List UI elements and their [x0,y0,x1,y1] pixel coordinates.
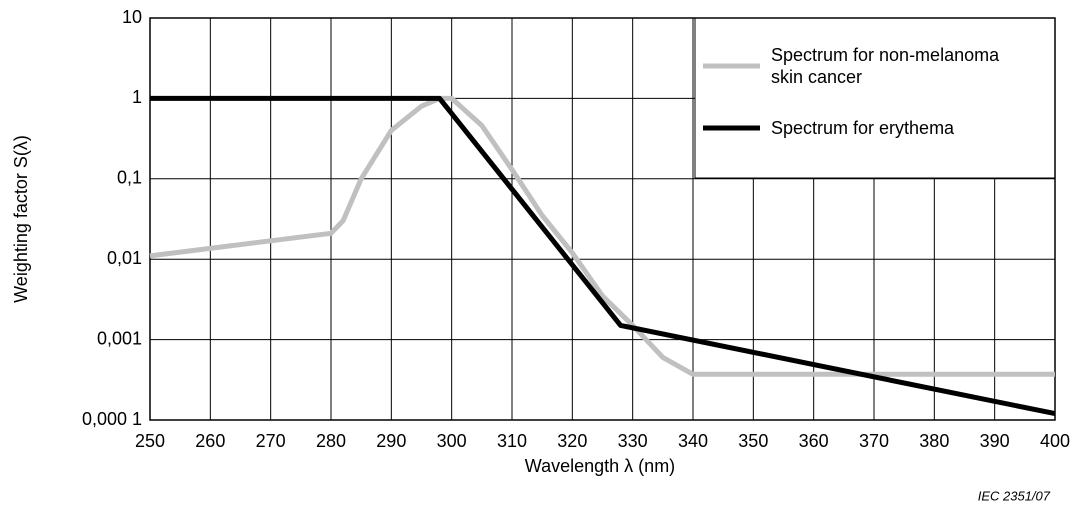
x-tick-label: 370 [859,431,889,451]
legend-label: Spectrum for non-melanoma skin cancer [771,45,1000,87]
y-axis-label: Weighting factor S(λ) [11,135,31,303]
x-tick-label: 390 [980,431,1010,451]
plot-frame [149,17,1056,421]
x-tick-label: 380 [919,431,949,451]
y-tick-label: 0,000 1 [82,409,142,429]
x-axis-label: Wavelength λ (nm) [525,456,675,476]
y-tick-label: 1 [132,87,142,107]
x-tick-label: 290 [376,431,406,451]
y-tick-label: 10 [122,7,142,27]
series-line [150,95,1056,417]
x-tick-label: 270 [256,431,286,451]
y-tick-label: 0,1 [117,168,142,188]
series-line [149,95,1055,377]
x-tick-label: 330 [618,431,648,451]
x-tick-label: 350 [738,431,768,451]
legend-box [694,17,1056,179]
x-tick-label: 340 [678,431,708,451]
y-tick-label: 0,01 [107,248,142,268]
x-tick-label: 360 [799,431,829,451]
x-tick-label: 260 [195,431,225,451]
x-tick-label: 320 [557,431,587,451]
legend-item: Spectrum for erythema [771,118,955,138]
x-tick-label: 310 [497,431,527,451]
x-tick-label: 300 [437,431,467,451]
x-tick-label: 250 [135,431,165,451]
legend-label: Spectrum for erythema [771,118,955,138]
footnote: IEC 2351/07 [978,488,1051,503]
x-tick-label: 400 [1040,431,1070,451]
y-tick-label: 0,001 [97,328,142,348]
legend-item: Spectrum for non-melanoma skin cancer [771,45,1000,87]
x-tick-label: 280 [316,431,346,451]
